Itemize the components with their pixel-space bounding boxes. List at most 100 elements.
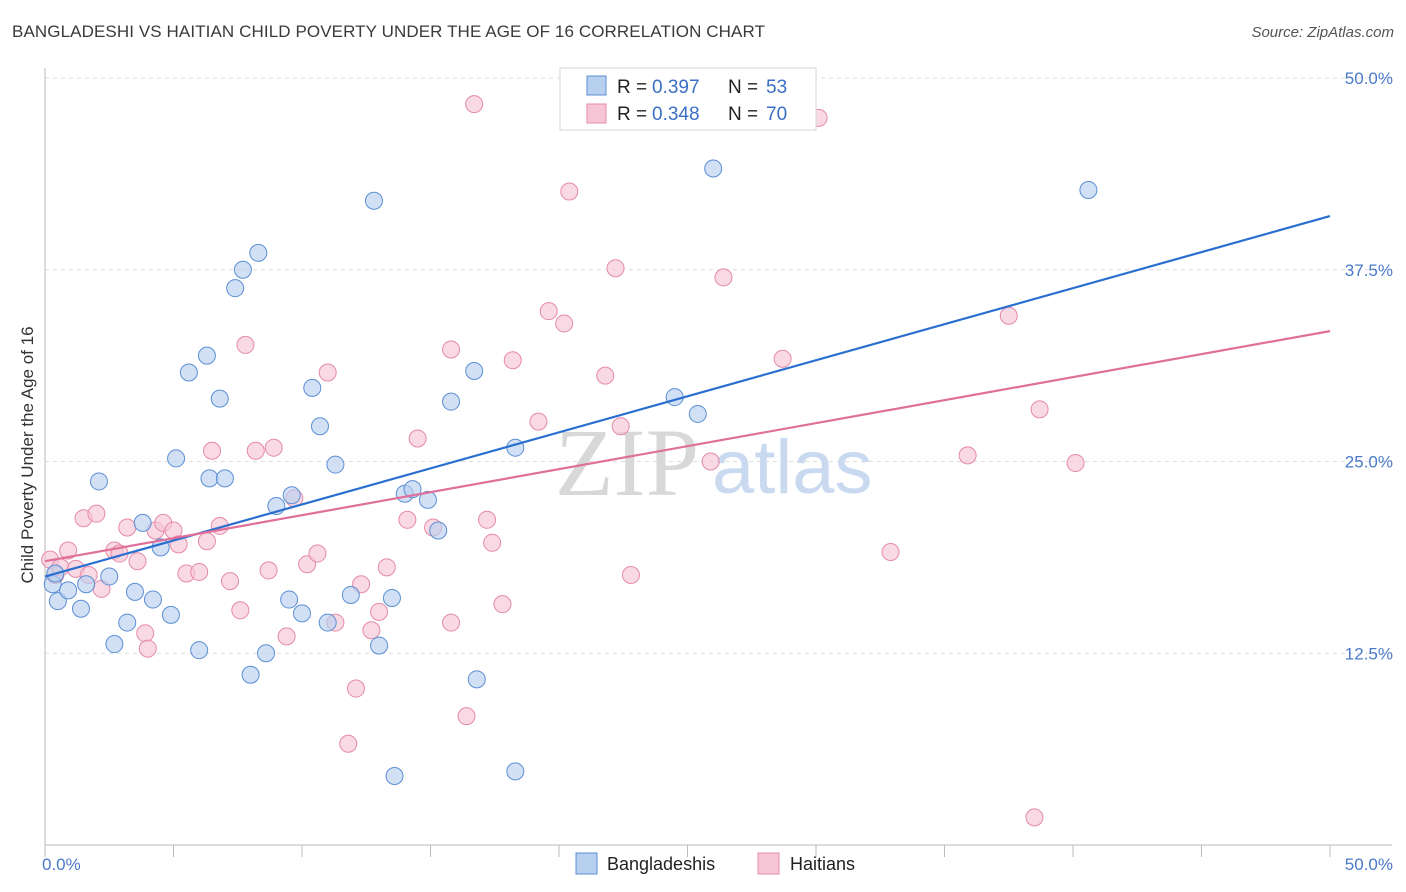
haitian-point <box>318 363 337 382</box>
bangladeshi-point <box>318 613 337 632</box>
haitian-point <box>87 504 106 523</box>
haitian-point <box>701 452 720 471</box>
haitian-point <box>308 544 327 563</box>
bangladeshi-point <box>71 599 90 618</box>
haitian-point <box>362 621 381 640</box>
legend-n-label-2: N = <box>728 104 758 125</box>
haitian-point <box>259 561 278 580</box>
haitian-point <box>128 552 147 571</box>
bangladeshi-point <box>326 455 345 474</box>
haitian-point <box>493 595 512 614</box>
bangladeshi-point <box>465 361 484 380</box>
axis-layer: 12.5% 25.0% 37.5% 50.0% 0.0% 50.0% <box>42 68 1393 874</box>
bangladeshi-point <box>506 762 525 781</box>
haitian-point <box>714 268 733 287</box>
bangladeshi-point <box>506 438 525 457</box>
bangladeshi-point <box>257 644 276 663</box>
bangladeshi-point <box>403 480 422 499</box>
haitian-point <box>465 95 484 114</box>
legend-swatch-haitians <box>586 103 607 124</box>
haitian-point <box>457 707 476 726</box>
haitian-point <box>138 639 157 658</box>
haitian-point <box>478 510 497 529</box>
bangladeshi-point <box>341 585 360 604</box>
haitian-point <box>881 543 900 562</box>
haitian-point <box>442 613 461 632</box>
bangladeshi-point <box>210 389 229 408</box>
haitian-point <box>118 518 137 537</box>
haitian-point <box>236 335 255 354</box>
haitian-point <box>1025 808 1044 827</box>
haitian-trend-line <box>44 330 1331 563</box>
legend-n-value-1: 53 <box>766 77 787 98</box>
haitian-point <box>606 259 625 278</box>
bangladeshi-point <box>385 766 404 785</box>
bangladeshi-point <box>89 472 108 491</box>
bangladeshi-point <box>167 449 186 468</box>
bangladeshi-point <box>382 589 401 608</box>
y-axis-label: Child Poverty Under the Age of 16 <box>18 326 37 583</box>
x-tick-label-max: 50.0% <box>1345 855 1393 874</box>
bangladeshi-point <box>133 513 152 532</box>
haitian-point <box>999 306 1018 325</box>
bangladeshi-point <box>688 404 707 423</box>
watermark-atlas: atlas <box>712 425 873 510</box>
haitian-point <box>246 441 265 460</box>
bangladeshi-point <box>310 417 329 436</box>
haitian-point <box>958 446 977 465</box>
haitian-point <box>529 412 548 431</box>
bottom-legend-label-haitians: Haitians <box>790 854 855 874</box>
haitian-point <box>190 562 209 581</box>
haitian-point <box>264 438 283 457</box>
bangladeshi-point <box>704 159 723 178</box>
haitian-point <box>370 602 389 621</box>
bangladeshi-point <box>125 582 144 601</box>
legend-r-label-2: R = <box>617 104 647 125</box>
legend-n-label-1: N = <box>728 77 758 98</box>
haitian-point <box>231 601 250 620</box>
haitian-point <box>539 302 558 321</box>
haitian-point <box>408 429 427 448</box>
bangladeshi-point <box>418 490 437 509</box>
bangladeshi-point <box>161 605 180 624</box>
bangladeshi-point <box>118 613 137 632</box>
haitian-point <box>1030 400 1049 419</box>
bangladeshi-point <box>665 388 684 407</box>
bangladeshi-point <box>59 581 78 600</box>
haitian-point <box>611 417 630 436</box>
legend-r-label-1: R = <box>617 77 647 98</box>
trend-layer <box>44 215 1331 578</box>
bangladeshi-point <box>77 575 96 594</box>
haitian-point <box>773 349 792 368</box>
bangladeshi-point <box>179 363 198 382</box>
legend-r-value-2: 0.348 <box>652 104 700 125</box>
bangladeshi-point <box>200 469 219 488</box>
bangladeshi-point <box>190 641 209 660</box>
haitian-point <box>560 182 579 201</box>
bottom-legend-swatch-bangladeshis <box>575 852 598 875</box>
chart-title: BANGLADESHI VS HAITIAN CHILD POVERTY UND… <box>12 22 766 41</box>
bangladeshi-point <box>364 191 383 210</box>
bangladeshi-point <box>105 635 124 654</box>
y-tick-label: 50.0% <box>1345 69 1393 88</box>
haitian-point <box>596 366 615 385</box>
legend-box: R = 0.397 N = 53 R = 0.348 N = 70 <box>559 67 817 131</box>
haitian-point <box>221 572 240 591</box>
haitian-point <box>442 340 461 359</box>
legend-r-value-1: 0.397 <box>652 77 700 98</box>
haitian-point <box>621 566 640 585</box>
bangladeshi-point <box>467 670 486 689</box>
haitian-point <box>136 624 155 643</box>
haitian-point <box>1066 454 1085 473</box>
haitian-point <box>339 734 358 753</box>
haitian-point <box>59 541 78 560</box>
haitian-point <box>377 558 396 577</box>
bangladeshi-point <box>226 279 245 298</box>
bangladeshi-point <box>293 604 311 623</box>
bangladeshi-point <box>215 469 234 488</box>
bangladeshi-point <box>241 665 260 684</box>
bottom-legend: Bangladeshis Haitians <box>575 852 855 875</box>
haitian-point <box>197 532 216 551</box>
bangladeshi-point <box>100 567 119 586</box>
